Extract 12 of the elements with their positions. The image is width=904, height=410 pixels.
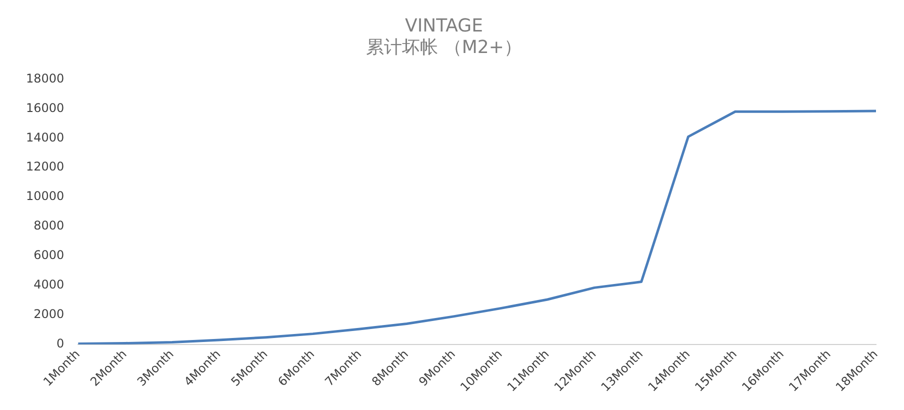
chart-subtitle: 累计坏帐 （M2+） [366,37,522,58]
y-tick-label: 2000 [34,307,64,322]
y-tick-label: 14000 [26,130,64,144]
y-tick-label: 6000 [34,248,64,262]
y-tick-label: 4000 [34,278,64,292]
y-tick-label: 18000 [26,71,64,86]
y-tick-label: 16000 [26,100,64,115]
y-tick-label: 0 [56,336,64,351]
y-tick-label: 8000 [34,218,64,233]
chart-title: VINTAGE [404,15,484,36]
y-tick-label: 12000 [26,160,64,174]
y-tick-label: 10000 [26,189,64,204]
